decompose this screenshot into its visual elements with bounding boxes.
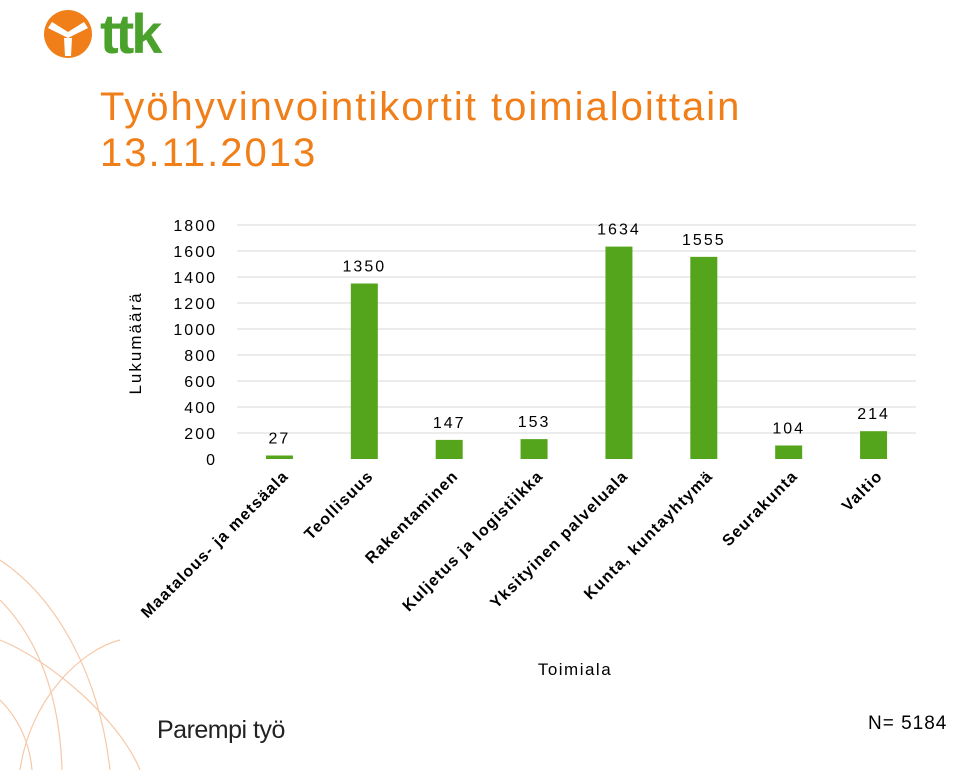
y-tick-label: 1600 — [173, 244, 217, 261]
x-tick-label: Teollisuus — [302, 468, 378, 544]
sample-size: N= 5184 — [868, 713, 948, 734]
y-tick-label: 0 — [206, 452, 217, 469]
ttk-logo: ttk — [40, 2, 200, 67]
bars — [265, 246, 888, 459]
bar — [860, 431, 888, 459]
y-axis-label: Lukumäärä — [126, 291, 145, 394]
data-label: 153 — [518, 414, 551, 431]
y-tick-label: 1800 — [173, 218, 217, 235]
y-tick-label: 800 — [184, 348, 217, 365]
bar — [690, 256, 718, 459]
logo-wordmark: ttk — [100, 6, 163, 62]
title-line-1: Työhyvinvointikortit toimialoittain — [100, 85, 742, 129]
bar — [605, 246, 633, 459]
x-tick-label: Valtio — [839, 468, 886, 515]
y-tick-label: 1200 — [173, 296, 217, 313]
bar — [435, 439, 463, 459]
data-labels: 27 1350 147 153 1634 1555 104 214 — [269, 222, 890, 448]
y-tick-label: 600 — [184, 374, 217, 391]
data-label: 104 — [772, 420, 805, 437]
bar — [520, 439, 548, 459]
bar — [265, 455, 293, 459]
x-axis-label: Toimiala — [538, 660, 612, 679]
x-tick-label: Yksityinen palveluala — [487, 468, 631, 612]
gridlines — [237, 224, 916, 434]
y-tick-label: 1000 — [173, 322, 217, 339]
x-tick-label: Rakentaminen — [362, 468, 462, 568]
data-label: 1555 — [682, 232, 726, 249]
y-tick-label: 1400 — [173, 270, 217, 287]
slogan: Parempi työ — [157, 716, 285, 744]
title-line-2: 13.11.2013 — [100, 131, 318, 175]
x-tick-label: Kuljetus ja logistiikka — [400, 468, 547, 615]
data-label: 1634 — [597, 222, 641, 239]
data-label: 214 — [857, 406, 890, 423]
y-tick-label: 200 — [184, 426, 217, 443]
x-tick-label: Seurakunta — [719, 468, 801, 550]
bar — [350, 283, 378, 459]
data-label: 147 — [433, 415, 466, 432]
y-tick-label: 400 — [184, 400, 217, 417]
x-axis-ticks: Maatalous- ja metsäala TeollisuusRakentam… — [138, 468, 886, 622]
logo-emblem-icon — [44, 10, 92, 58]
bar — [775, 445, 803, 459]
data-label: 1350 — [343, 259, 387, 276]
y-axis-ticks: 0 200 400 600 800 1000 1200 1400 1600 1800 — [173, 218, 217, 469]
page-title: Työhyvinvointikortit toimialoittain 13.1… — [100, 84, 741, 176]
x-tick-label: Maatalous- ja metsäala — [138, 468, 292, 622]
data-label: 27 — [269, 430, 291, 447]
